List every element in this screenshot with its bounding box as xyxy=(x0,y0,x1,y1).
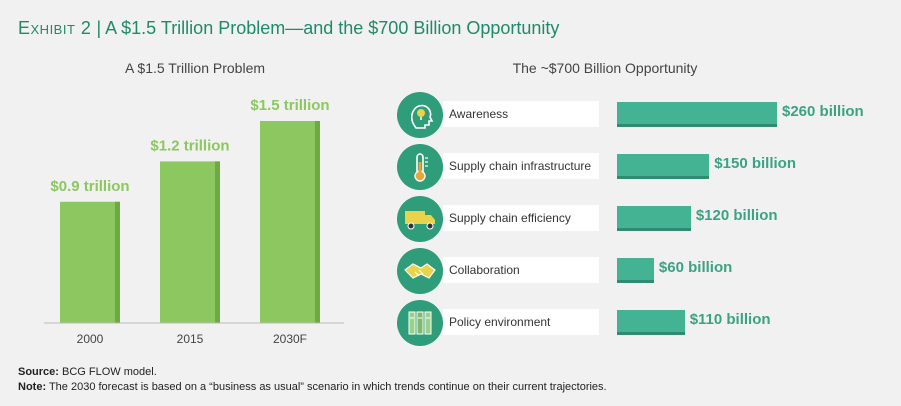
category-label: Awareness xyxy=(449,107,509,121)
opportunity-bar xyxy=(617,154,710,179)
exhibit-label: Exhibit 2 xyxy=(18,18,92,38)
bar-2015 xyxy=(160,161,220,323)
opportunity-row: Supply chain efficiency $120 billion xyxy=(393,196,893,242)
category-label-box: Supply chain efficiency xyxy=(443,205,599,231)
opportunity-bar xyxy=(617,206,691,231)
right-chart-title: The ~$700 Billion Opportunity xyxy=(512,60,698,76)
opportunity-value-label: $150 billion xyxy=(714,155,796,172)
opportunity-bar xyxy=(617,310,685,335)
bar-data-label: $1.2 trillion xyxy=(150,137,229,154)
opportunity-row: Awareness $260 billion xyxy=(393,92,893,138)
head-lightbulb-icon xyxy=(397,92,443,138)
bar-2030F xyxy=(260,121,320,323)
category-label-box: Supply chain infrastructure xyxy=(443,153,599,179)
bar-side-2015 xyxy=(215,161,220,323)
bar-data-label: $1.5 trillion xyxy=(250,97,329,114)
source-text: BCG FLOW model. xyxy=(58,366,157,378)
binders-icon xyxy=(397,300,443,346)
note-text: The 2030 forecast is based on a “busines… xyxy=(46,381,607,393)
bar-side-2000 xyxy=(115,201,120,323)
opportunity-bar xyxy=(617,102,777,127)
x-tick-label: 2000 xyxy=(77,332,104,346)
truck-icon xyxy=(397,196,443,242)
x-tick-label: 2030F xyxy=(273,332,307,346)
exhibit-title-text: A $1.5 Trillion Problem—and the $700 Bil… xyxy=(105,18,560,38)
handshake-icon xyxy=(397,248,443,294)
opportunity-row: Supply chain infrastructure $150 billion xyxy=(393,144,893,190)
category-label-box: Policy environment xyxy=(443,309,599,335)
note-line: Note: The 2030 forecast is based on a “b… xyxy=(18,380,607,395)
bar-2000 xyxy=(60,201,120,323)
opportunity-row: Collaboration $60 billion xyxy=(393,248,893,294)
left-chart-title: A $1.5 Trillion Problem xyxy=(124,60,266,76)
category-label: Supply chain efficiency xyxy=(449,211,571,225)
x-tick-label: 2015 xyxy=(177,332,204,346)
category-label: Policy environment xyxy=(449,315,551,329)
category-label-box: Collaboration xyxy=(443,257,599,283)
exhibit-separator: | xyxy=(96,18,102,38)
source-line: Source: BCG FLOW model. xyxy=(18,365,607,380)
thermometer-icon xyxy=(397,144,443,190)
bar-data-label: $0.9 trillion xyxy=(50,178,129,195)
opportunity-value-label: $120 billion xyxy=(695,207,778,224)
category-label: Supply chain infrastructure xyxy=(449,159,592,173)
source-label: Source: xyxy=(18,366,59,378)
opportunity-value-label: $110 billion xyxy=(689,311,771,328)
opportunity-row: Policy environment $110 billion xyxy=(393,300,893,346)
bar-side-2030F xyxy=(315,121,320,323)
category-label-box: Awareness xyxy=(443,101,599,127)
opportunity-bar xyxy=(617,258,654,283)
footnotes: Source: BCG FLOW model. Note: The 2030 f… xyxy=(18,365,607,395)
opportunity-value-label: $60 billion xyxy=(658,259,733,276)
category-label: Collaboration xyxy=(449,263,520,277)
exhibit-title: Exhibit 2 | A $1.5 Trillion Problem—and … xyxy=(18,18,559,39)
note-label: Note: xyxy=(18,381,47,393)
opportunity-value-label: $260 billion xyxy=(782,103,864,120)
